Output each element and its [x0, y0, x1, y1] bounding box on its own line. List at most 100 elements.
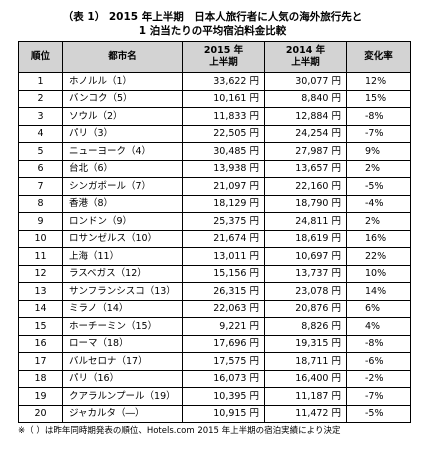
header-2014-year: 2014 年: [285, 45, 326, 56]
header-2014-period: 上半期: [291, 57, 320, 68]
price-2014-cell: 27,987 円: [264, 142, 347, 161]
price-2014-cell: 10,697 円: [264, 247, 347, 266]
table-row: 18 パリ（16） 16,073 円 16,400 円 -2%: [18, 369, 411, 388]
header-2015-period: 上半期: [209, 57, 238, 68]
city-cell: ソウル（2）: [62, 107, 183, 126]
city-cell: 上海（11）: [62, 247, 183, 266]
price-2015-cell: 10,395 円: [182, 387, 265, 406]
change-rate-cell: 2%: [346, 159, 411, 178]
header-rank: 順位: [18, 41, 63, 73]
change-rate-cell: 10%: [346, 264, 411, 283]
price-2014-cell: 24,811 円: [264, 212, 347, 231]
price-2015-cell: 16,073 円: [182, 369, 265, 388]
rank-cell: 12: [18, 264, 63, 283]
city-cell: ローマ（18）: [62, 334, 183, 353]
table-row: 8 香港（8） 18,129 円 18,790 円 -4%: [18, 194, 411, 213]
hotel-price-table: 順位 都市名 2015 年 上半期 2014 年 上半期 変化率 1 ホノルル（1…: [18, 41, 411, 423]
rank-cell: 2: [18, 89, 63, 108]
rank-cell: 14: [18, 299, 63, 318]
city-cell: ロンドン（9）: [62, 212, 183, 231]
price-2014-cell: 22,160 円: [264, 177, 347, 196]
header-2015-year: 2015 年: [203, 45, 244, 56]
price-2014-cell: 18,711 円: [264, 352, 347, 371]
city-cell: ジャカルタ（―）: [62, 404, 183, 423]
table-row: 2 バンコク（5） 10,161 円 8,840 円 15%: [18, 89, 411, 108]
price-2014-cell: 8,840 円: [264, 89, 347, 108]
rank-cell: 11: [18, 247, 63, 266]
header-change: 変化率: [346, 41, 411, 73]
change-rate-cell: -4%: [346, 194, 411, 213]
city-cell: ホーチーミン（15）: [62, 317, 183, 336]
table-row: 9 ロンドン（9） 25,375 円 24,811 円 2%: [18, 212, 411, 231]
change-rate-cell: -7%: [346, 387, 411, 406]
table-row: 14 ミラノ（14） 22,063 円 20,876 円 6%: [18, 299, 411, 318]
price-2015-cell: 18,129 円: [182, 194, 265, 213]
table-subtitle: 1 泊当たりの平均宿泊料金比較: [138, 25, 287, 37]
rank-cell: 13: [18, 282, 63, 301]
change-rate-cell: 22%: [346, 247, 411, 266]
rank-cell: 17: [18, 352, 63, 371]
rank-cell: 10: [18, 229, 63, 248]
price-2015-cell: 21,097 円: [182, 177, 265, 196]
table-row: 13 サンフランシスコ（13） 26,315 円 23,078 円 14%: [18, 282, 411, 301]
price-2014-cell: 12,884 円: [264, 107, 347, 126]
price-2014-cell: 11,187 円: [264, 387, 347, 406]
change-rate-cell: 9%: [346, 142, 411, 161]
price-2015-cell: 17,575 円: [182, 352, 265, 371]
rank-cell: 9: [18, 212, 63, 231]
table-row: 5 ニューヨーク（4） 30,485 円 27,987 円 9%: [18, 142, 411, 161]
change-rate-cell: 12%: [346, 72, 411, 91]
city-cell: クアラルンプール（19）: [62, 387, 183, 406]
rank-cell: 16: [18, 334, 63, 353]
price-2014-cell: 24,254 円: [264, 124, 347, 143]
header-2015: 2015 年 上半期: [182, 41, 265, 73]
table-row: 1 ホノルル（1） 33,622 円 30,077 円 12%: [18, 72, 411, 91]
city-cell: ニューヨーク（4）: [62, 142, 183, 161]
city-cell: バルセロナ（17）: [62, 352, 183, 371]
rank-cell: 18: [18, 369, 63, 388]
rank-cell: 5: [18, 142, 63, 161]
table-row: 3 ソウル（2） 11,833 円 12,884 円 -8%: [18, 107, 411, 126]
change-rate-cell: -5%: [346, 177, 411, 196]
rank-cell: 4: [18, 124, 63, 143]
price-2014-cell: 11,472 円: [264, 404, 347, 423]
city-cell: 香港（8）: [62, 194, 183, 213]
price-2014-cell: 8,826 円: [264, 317, 347, 336]
price-2015-cell: 25,375 円: [182, 212, 265, 231]
rank-cell: 7: [18, 177, 63, 196]
header-city: 都市名: [62, 41, 183, 73]
change-rate-cell: 2%: [346, 212, 411, 231]
price-2015-cell: 10,915 円: [182, 404, 265, 423]
price-2014-cell: 23,078 円: [264, 282, 347, 301]
price-2015-cell: 17,696 円: [182, 334, 265, 353]
rank-cell: 15: [18, 317, 63, 336]
change-rate-cell: 6%: [346, 299, 411, 318]
rank-cell: 3: [18, 107, 63, 126]
price-2014-cell: 13,657 円: [264, 159, 347, 178]
price-2015-cell: 21,674 円: [182, 229, 265, 248]
rank-cell: 19: [18, 387, 63, 406]
city-cell: ホノルル（1）: [62, 72, 183, 91]
change-rate-cell: -8%: [346, 334, 411, 353]
price-2014-cell: 30,077 円: [264, 72, 347, 91]
table-title: （表 1） 2015 年上半期 日本人旅行者に人気の海外旅行先と: [62, 11, 363, 23]
change-rate-cell: -7%: [346, 124, 411, 143]
table-row: 20 ジャカルタ（―） 10,915 円 11,472 円 -5%: [18, 404, 411, 423]
table-row: 7 シンガポール（7） 21,097 円 22,160 円 -5%: [18, 177, 411, 196]
table-row: 16 ローマ（18） 17,696 円 19,315 円 -8%: [18, 334, 411, 353]
change-rate-cell: -6%: [346, 352, 411, 371]
table-body: 1 ホノルル（1） 33,622 円 30,077 円 12% 2 バンコク（5） 10,16…: [18, 72, 411, 423]
table-row: 6 台北（6） 13,938 円 13,657 円 2%: [18, 159, 411, 178]
price-2015-cell: 11,833 円: [182, 107, 265, 126]
table-row: 15 ホーチーミン（15） 9,221 円 8,826 円 4%: [18, 317, 411, 336]
table-row: 11 上海（11） 13,011 円 10,697 円 22%: [18, 247, 411, 266]
price-2015-cell: 22,063 円: [182, 299, 265, 318]
change-rate-cell: -5%: [346, 404, 411, 423]
price-2014-cell: 18,790 円: [264, 194, 347, 213]
table-row: 10 ロサンゼルス（10） 21,674 円 18,619 円 16%: [18, 229, 411, 248]
city-cell: ミラノ（14）: [62, 299, 183, 318]
price-2015-cell: 10,161 円: [182, 89, 265, 108]
change-rate-cell: -8%: [346, 107, 411, 126]
header-2014: 2014 年 上半期: [264, 41, 347, 73]
